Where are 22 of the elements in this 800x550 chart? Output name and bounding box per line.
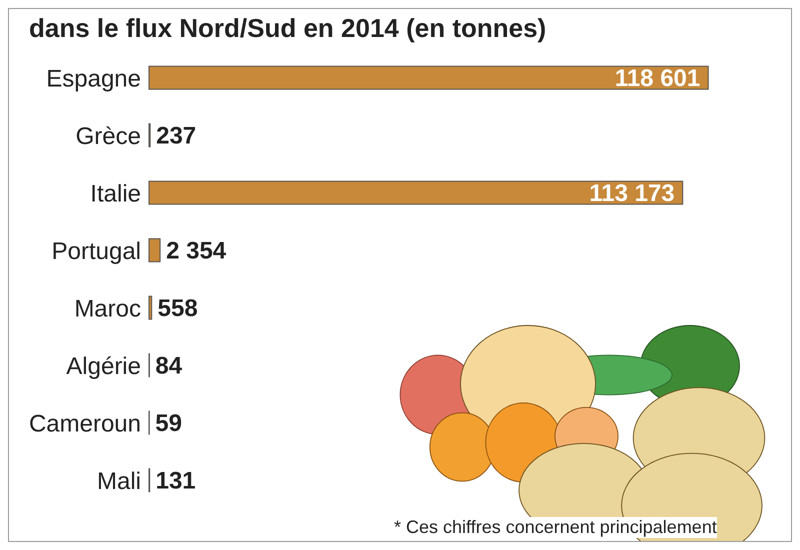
data-label: 558 xyxy=(158,295,198,322)
data-label: 59 xyxy=(155,410,182,438)
data-label: 113 173 xyxy=(589,180,675,208)
y-tick-label: Maroc xyxy=(74,295,141,322)
y-tick-label: Italie xyxy=(90,180,141,208)
bar xyxy=(148,180,684,205)
y-tick-label: Portugal xyxy=(52,238,141,265)
bar xyxy=(148,66,709,90)
data-label: 131 xyxy=(156,468,196,495)
chart-title: dans le flux Nord/Sud en 2014 (en tonnes) xyxy=(29,13,546,44)
y-tick-label: Cameroun xyxy=(28,410,141,438)
data-label: 2 354 xyxy=(166,238,227,265)
data-label: 84 xyxy=(155,352,183,380)
y-tick-label: Mali xyxy=(96,468,141,495)
y-tick-label: Espagne xyxy=(46,65,141,92)
data-label: 237 xyxy=(156,122,196,150)
data-label: 118 601 xyxy=(614,65,700,92)
y-tick-label: Grèce xyxy=(76,122,141,150)
bar xyxy=(148,296,152,320)
text: * Ces chiffres concernent principalement xyxy=(394,517,717,538)
bar xyxy=(148,238,161,262)
y-tick-label: Algérie xyxy=(66,352,141,380)
